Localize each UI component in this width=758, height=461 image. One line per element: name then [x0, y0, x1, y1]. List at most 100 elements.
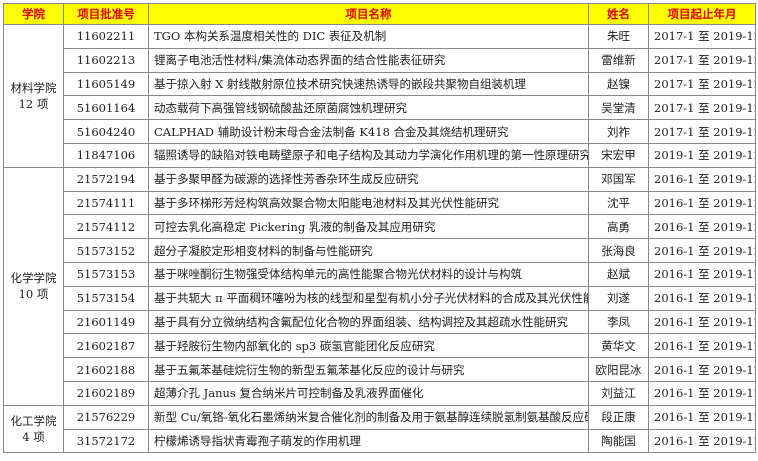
project-name: 辐照诱导的缺陷对铁电畴壁原子和电子结构及其动力学演化作用机理的第一性原理研究	[148, 142, 589, 168]
project-name: 基于掠入射 X 射线散射原位技术研究快速热诱导的嵌段共聚物自组装机理	[148, 71, 589, 97]
project-name: TGO 本构关系温度相关性的 DIC 表征及机制	[148, 24, 589, 49]
project-id: 21602188	[63, 357, 149, 382]
project-id: 11602213	[63, 47, 149, 73]
header-period: 项目起止年月	[648, 3, 756, 25]
table-row: 11605149 基于掠入射 X 射线散射原位技术研究快速热诱导的嵌段共聚物自组装…	[4, 71, 756, 97]
person-name: 宋宏甲	[588, 142, 649, 168]
project-id: 31572172	[63, 428, 149, 454]
project-period: 2016-1 至 2019-12	[648, 357, 756, 382]
person-name: 赵镍	[588, 71, 649, 97]
college-count: 4 项	[22, 430, 45, 445]
college-cell: 化学学院 10 项	[3, 166, 64, 406]
project-name: 超分子凝胶定形相变材料的制备与性能研究	[148, 238, 589, 263]
table-row: 21602188 基于五氟苯基硅烷衍生物的新型五氟苯基化反应的设计与研究 欧阳昆冰 2…	[4, 357, 756, 382]
table-row: 51573152 超分子凝胶定形相变材料的制备与性能研究 张海良 2016-1 至 2…	[4, 238, 756, 263]
project-name: 柠檬烯诱导指状青霉孢子萌发的作用机理	[148, 428, 589, 454]
project-name: 基于羟胺衍生物内部氧化的 sp3 碳氢官能团化反应研究	[148, 333, 589, 359]
project-period: 2017-1 至 2019-12	[648, 119, 756, 144]
project-name: 基于共轭大 π 平面稠环噻吩为核的线型和星型有机小分子光伏材料的合成及其光伏性能…	[148, 285, 589, 311]
project-name: 基于五氟苯基硅烷衍生物的新型五氟苯基化反应的设计与研究	[148, 357, 589, 382]
person-name: 邓国军	[588, 166, 649, 192]
header-college: 学院	[3, 3, 64, 25]
college-name: 化工学院	[10, 414, 57, 429]
project-id: 21574111	[63, 190, 149, 216]
project-period: 2017-1 至 2019-12	[648, 47, 756, 73]
table-row: 11602213 锂离子电池活性材料/集流体动态界面的结合性能表征研究 雷维新 201…	[4, 47, 756, 73]
person-name: 刘益江	[588, 380, 649, 406]
person-name: 陶能国	[588, 428, 649, 454]
college-count: 12 项	[18, 96, 49, 111]
project-id: 11602211	[63, 24, 149, 49]
person-name: 吴堂清	[588, 95, 649, 121]
person-name: 李凤	[588, 309, 649, 335]
project-name: 可控去乳化高稳定 Pickering 乳液的制备及其应用研究	[148, 214, 589, 240]
header-person: 姓名	[588, 3, 649, 25]
project-period: 2016-1 至 2019-12	[648, 428, 756, 454]
project-id: 21572194	[63, 166, 149, 192]
project-id: 11847106	[63, 142, 149, 168]
table-row: 21602189 超薄介孔 Janus 复合纳米片可控制备及乳液界面催化 刘益江 20…	[4, 380, 756, 406]
table-row: 材料学院 12 项 11602211 TGO 本构关系温度相关性的 DIC 表征及机制…	[3, 24, 756, 168]
project-period: 2017-1 至 2019-12	[648, 71, 756, 97]
project-id: 21601149	[63, 309, 149, 335]
project-id: 51573153	[63, 261, 149, 287]
table-row: 11847106 辐照诱导的缺陷对铁电畴壁原子和电子结构及其动力学演化作用机理的第…	[4, 142, 756, 168]
header-row: 学院 项目批准号 项目名称 姓名 项目起止年月	[3, 3, 756, 25]
person-name: 高勇	[588, 214, 649, 240]
project-period: 2016-1 至 2019-12	[648, 404, 756, 430]
project-id: 21602187	[63, 333, 149, 359]
project-id: 21602189	[63, 380, 149, 406]
project-name: 超薄介孔 Janus 复合纳米片可控制备及乳液界面催化	[148, 380, 589, 406]
table-row: 51573153 基于咪唑酮衍生物强受体结构单元的高性能聚合物光伏材料的设计与构筑…	[4, 261, 756, 287]
person-name: 朱旺	[588, 24, 649, 49]
project-period: 2017-1 至 2019-12	[648, 95, 756, 121]
project-period: 2016-1 至 2019-12	[648, 166, 756, 192]
college-name: 材料学院	[10, 80, 57, 95]
college-name: 化学学院	[10, 271, 57, 286]
project-id: 11605149	[63, 71, 149, 97]
project-id: 21574112	[63, 214, 149, 240]
project-id: 51573152	[63, 238, 149, 263]
project-period: 2016-1 至 2019-12	[648, 190, 756, 216]
college-cell: 化工学院 4 项	[3, 404, 64, 454]
project-id: 21576229	[63, 404, 149, 430]
project-name: 基于咪唑酮衍生物强受体结构单元的高性能聚合物光伏材料的设计与构筑	[148, 261, 589, 287]
college-count: 10 项	[18, 287, 49, 302]
project-period: 2016-1 至 2019-12	[648, 285, 756, 311]
person-name: 刘遂	[588, 285, 649, 311]
table-row: 51604240 CALPHAD 辅助设计粉末母合金法制备 K418 合金及其烧结…	[4, 119, 756, 144]
person-name: 段正康	[588, 404, 649, 430]
project-period: 2016-1 至 2019-12	[648, 261, 756, 287]
project-id: 51604240	[63, 119, 149, 144]
header-project-name: 项目名称	[148, 3, 589, 25]
project-name: 动态载荷下高强管线钢硫酸盐还原菌腐蚀机理研究	[148, 95, 589, 121]
project-name: 基于多聚甲醛为碳源的选择性芳香杂环生成反应研究	[148, 166, 589, 192]
college-cell: 材料学院 12 项	[3, 24, 64, 168]
project-id: 51573154	[63, 285, 149, 311]
person-name: 黄华文	[588, 333, 649, 359]
person-name: 雷维新	[588, 47, 649, 73]
person-name: 欧阳昆冰	[588, 357, 649, 382]
project-period: 2016-1 至 2019-12	[648, 214, 756, 240]
project-name: 基于多环梯形芳烃构筑高效聚合物太阳能电池材料及其光伏性能研究	[148, 190, 589, 216]
header-project-id: 项目批准号	[63, 3, 149, 25]
table-row: 31572172 柠檬烯诱导指状青霉孢子萌发的作用机理 陶能国 2016-1 至 20…	[4, 428, 756, 454]
person-name: 沈平	[588, 190, 649, 216]
project-table: 学院 项目批准号 项目名称 姓名 项目起止年月 材料学院 12 项 11602211…	[3, 3, 756, 454]
person-name: 刘祚	[588, 119, 649, 144]
project-id: 51601164	[63, 95, 149, 121]
project-period: 2016-1 至 2019-12	[648, 380, 756, 406]
table-row: 51573154 基于共轭大 π 平面稠环噻吩为核的线型和星型有机小分子光伏材料的…	[4, 285, 756, 311]
project-period: 2017-1 至 2019-12	[648, 24, 756, 49]
project-period: 2016-1 至 2019-12	[648, 333, 756, 359]
project-name: 基于具有分立微纳结构含氟配位化合物的界面组装、结构调控及其超疏水性能研究	[148, 309, 589, 335]
project-name: CALPHAD 辅助设计粉末母合金法制备 K418 合金及其烧结机理研究	[148, 119, 589, 144]
person-name: 赵斌	[588, 261, 649, 287]
project-period: 2019-1 至 2019-12	[648, 142, 756, 168]
table-row: 21574112 可控去乳化高稳定 Pickering 乳液的制备及其应用研究 高勇…	[4, 214, 756, 240]
table-row: 化学学院 10 项 21572194 基于多聚甲醛为碳源的选择性芳香杂环生成反应研究邓…	[3, 166, 756, 406]
project-period: 2016-1 至 2019-12	[648, 238, 756, 263]
table-row: 化工学院 4 项 21576229 新型 Cu/氧铬-氧化石墨烯纳米复合催化剂的制备及…	[3, 404, 756, 454]
table-row: 21574111 基于多环梯形芳烃构筑高效聚合物太阳能电池材料及其光伏性能研究 沈平…	[4, 190, 756, 216]
person-name: 张海良	[588, 238, 649, 263]
